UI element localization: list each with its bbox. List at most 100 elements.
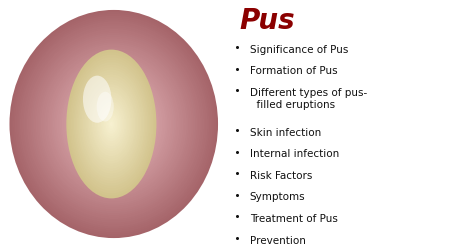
Ellipse shape	[88, 95, 140, 153]
Ellipse shape	[64, 69, 164, 179]
Ellipse shape	[110, 120, 117, 128]
Ellipse shape	[37, 40, 190, 208]
Ellipse shape	[58, 63, 169, 185]
Ellipse shape	[84, 92, 143, 156]
Ellipse shape	[98, 107, 129, 141]
Ellipse shape	[9, 10, 218, 238]
Ellipse shape	[17, 18, 211, 230]
Ellipse shape	[101, 111, 126, 137]
Ellipse shape	[101, 107, 122, 141]
Ellipse shape	[95, 97, 128, 151]
Ellipse shape	[96, 105, 131, 143]
Ellipse shape	[75, 82, 152, 166]
Ellipse shape	[22, 23, 206, 225]
Ellipse shape	[77, 67, 146, 181]
Ellipse shape	[74, 62, 149, 186]
Ellipse shape	[41, 44, 187, 204]
Ellipse shape	[48, 52, 180, 196]
Ellipse shape	[103, 113, 124, 135]
Ellipse shape	[66, 50, 156, 198]
Ellipse shape	[83, 76, 111, 123]
Ellipse shape	[51, 56, 176, 192]
Ellipse shape	[43, 46, 185, 202]
Ellipse shape	[11, 12, 216, 236]
Ellipse shape	[75, 64, 147, 184]
Ellipse shape	[72, 78, 155, 170]
Ellipse shape	[83, 77, 140, 171]
Ellipse shape	[107, 117, 116, 131]
Text: Different types of pus-
  filled eruptions: Different types of pus- filled eruptions	[250, 88, 367, 110]
Ellipse shape	[27, 29, 201, 219]
Ellipse shape	[68, 52, 155, 196]
Text: Formation of Pus: Formation of Pus	[250, 66, 337, 76]
Ellipse shape	[100, 104, 123, 144]
Ellipse shape	[80, 72, 143, 176]
Ellipse shape	[91, 99, 137, 149]
Ellipse shape	[96, 99, 127, 149]
Ellipse shape	[87, 84, 136, 164]
Ellipse shape	[105, 114, 118, 134]
Ellipse shape	[30, 33, 197, 215]
Ellipse shape	[13, 14, 215, 234]
Ellipse shape	[110, 122, 113, 126]
Text: Skin infection: Skin infection	[250, 128, 321, 138]
Ellipse shape	[78, 69, 145, 179]
Ellipse shape	[23, 25, 204, 223]
Text: Significance of Pus: Significance of Pus	[250, 45, 348, 55]
Ellipse shape	[98, 102, 125, 146]
Ellipse shape	[100, 109, 128, 139]
Ellipse shape	[105, 115, 122, 133]
Ellipse shape	[86, 93, 142, 155]
Ellipse shape	[69, 75, 159, 173]
Ellipse shape	[46, 50, 182, 198]
Text: Risk Factors: Risk Factors	[250, 171, 312, 181]
Ellipse shape	[112, 122, 116, 126]
Ellipse shape	[70, 76, 157, 172]
Ellipse shape	[25, 27, 202, 221]
Ellipse shape	[74, 80, 154, 168]
Ellipse shape	[91, 89, 132, 159]
Ellipse shape	[79, 86, 148, 162]
Ellipse shape	[81, 88, 147, 160]
Ellipse shape	[34, 36, 194, 212]
Ellipse shape	[55, 59, 173, 189]
Ellipse shape	[73, 60, 150, 188]
Ellipse shape	[77, 84, 150, 164]
Ellipse shape	[44, 48, 183, 200]
Ellipse shape	[69, 55, 154, 193]
Ellipse shape	[15, 16, 213, 232]
Ellipse shape	[65, 71, 163, 177]
Ellipse shape	[56, 61, 171, 187]
Ellipse shape	[20, 21, 208, 227]
Ellipse shape	[18, 19, 210, 229]
Ellipse shape	[97, 92, 114, 122]
Ellipse shape	[60, 65, 168, 183]
Text: Prevention: Prevention	[250, 236, 306, 246]
Ellipse shape	[90, 97, 138, 151]
Ellipse shape	[36, 38, 192, 210]
Ellipse shape	[53, 58, 174, 190]
Ellipse shape	[86, 82, 137, 166]
Ellipse shape	[93, 101, 135, 147]
Ellipse shape	[39, 42, 189, 206]
Ellipse shape	[89, 87, 134, 161]
Ellipse shape	[102, 109, 120, 139]
Ellipse shape	[104, 112, 119, 136]
Ellipse shape	[28, 31, 199, 217]
Text: Treatment of Pus: Treatment of Pus	[250, 214, 337, 224]
Ellipse shape	[67, 73, 161, 175]
Ellipse shape	[92, 92, 131, 156]
Text: Pus: Pus	[239, 7, 295, 35]
Ellipse shape	[62, 67, 166, 181]
Ellipse shape	[82, 90, 145, 158]
Ellipse shape	[107, 116, 121, 132]
Ellipse shape	[71, 57, 152, 191]
Ellipse shape	[109, 119, 114, 129]
Ellipse shape	[49, 54, 178, 194]
Ellipse shape	[109, 118, 119, 130]
Text: Symptoms: Symptoms	[250, 192, 305, 202]
Ellipse shape	[82, 74, 141, 174]
Ellipse shape	[93, 94, 129, 154]
Ellipse shape	[32, 35, 195, 213]
Ellipse shape	[95, 103, 133, 145]
